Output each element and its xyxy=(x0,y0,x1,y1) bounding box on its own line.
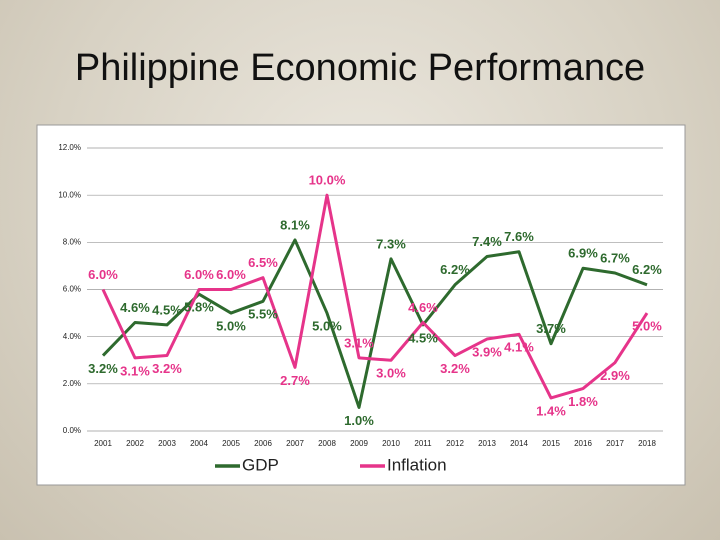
data-label: 6.2% xyxy=(632,262,662,277)
data-label: 7.6% xyxy=(504,229,534,244)
data-label: 7.4% xyxy=(472,234,502,249)
series-line xyxy=(101,193,649,400)
data-label: 3.9% xyxy=(472,344,502,359)
y-tick-label: 8.0% xyxy=(63,237,81,246)
x-tick-label: 2007 xyxy=(286,439,304,448)
y-tick-label: 6.0% xyxy=(63,285,81,294)
data-label: 6.9% xyxy=(568,246,598,261)
x-tick-label: 2013 xyxy=(478,439,496,448)
data-label: 4.6% xyxy=(408,300,438,315)
data-label: 6.2% xyxy=(440,262,470,277)
data-label: 5.8% xyxy=(184,300,214,315)
x-tick-label: 2002 xyxy=(126,439,144,448)
data-label: 6.5% xyxy=(248,255,278,270)
data-label: 4.1% xyxy=(504,340,534,355)
legend-label: Inflation xyxy=(387,455,447,474)
x-tick-label: 2012 xyxy=(446,439,464,448)
data-label: 10.0% xyxy=(309,173,346,188)
data-label: 1.0% xyxy=(344,413,374,428)
y-tick-label: 4.0% xyxy=(63,332,81,341)
data-label: 8.1% xyxy=(280,217,310,232)
data-label: 6.0% xyxy=(216,267,246,282)
data-label: 3.1% xyxy=(344,335,374,350)
data-label: 3.2% xyxy=(88,361,118,376)
y-tick-label: 12.0% xyxy=(58,143,81,152)
data-label: 6.7% xyxy=(600,250,630,265)
x-tick-label: 2018 xyxy=(638,439,656,448)
x-tick-label: 2016 xyxy=(574,439,592,448)
y-tick-label: 0.0% xyxy=(63,426,81,435)
data-label: 4.5% xyxy=(152,302,182,317)
x-tick-label: 2014 xyxy=(510,439,528,448)
data-label: 6.0% xyxy=(88,267,118,282)
data-label: 4.5% xyxy=(408,330,438,345)
y-tick-label: 2.0% xyxy=(63,379,81,388)
x-tick-label: 2011 xyxy=(414,439,432,448)
y-tick-label: 10.0% xyxy=(58,190,81,199)
data-label: 3.2% xyxy=(440,361,470,376)
data-label: 2.7% xyxy=(280,373,310,388)
data-label: 7.3% xyxy=(376,236,406,251)
x-tick-label: 2010 xyxy=(382,439,400,448)
data-label: 3.2% xyxy=(152,361,182,376)
data-label: 1.8% xyxy=(568,394,598,409)
x-tick-label: 2009 xyxy=(350,439,368,448)
data-label: 4.6% xyxy=(120,300,150,315)
x-tick-label: 2008 xyxy=(318,439,336,448)
x-tick-label: 2005 xyxy=(222,439,240,448)
data-label: 5.5% xyxy=(248,307,278,322)
x-tick-label: 2004 xyxy=(190,439,208,448)
data-label: 3.1% xyxy=(120,363,150,378)
data-label: 2.9% xyxy=(600,368,630,383)
data-label: 5.0% xyxy=(312,319,342,334)
x-tick-label: 2015 xyxy=(542,439,560,448)
data-label: 5.0% xyxy=(632,319,662,334)
data-label: 6.0% xyxy=(184,267,214,282)
data-label: 3.0% xyxy=(376,366,406,381)
x-tick-label: 2003 xyxy=(158,439,176,448)
data-label: 5.0% xyxy=(216,319,246,334)
x-tick-label: 2006 xyxy=(254,439,272,448)
x-tick-label: 2001 xyxy=(94,439,112,448)
legend-label: GDP xyxy=(242,455,279,474)
chart-area xyxy=(36,124,686,486)
x-tick-label: 2017 xyxy=(606,439,624,448)
chart-title: Philippine Economic Performance xyxy=(75,47,645,89)
data-label: 1.4% xyxy=(536,403,566,418)
data-label: 3.7% xyxy=(536,321,566,336)
